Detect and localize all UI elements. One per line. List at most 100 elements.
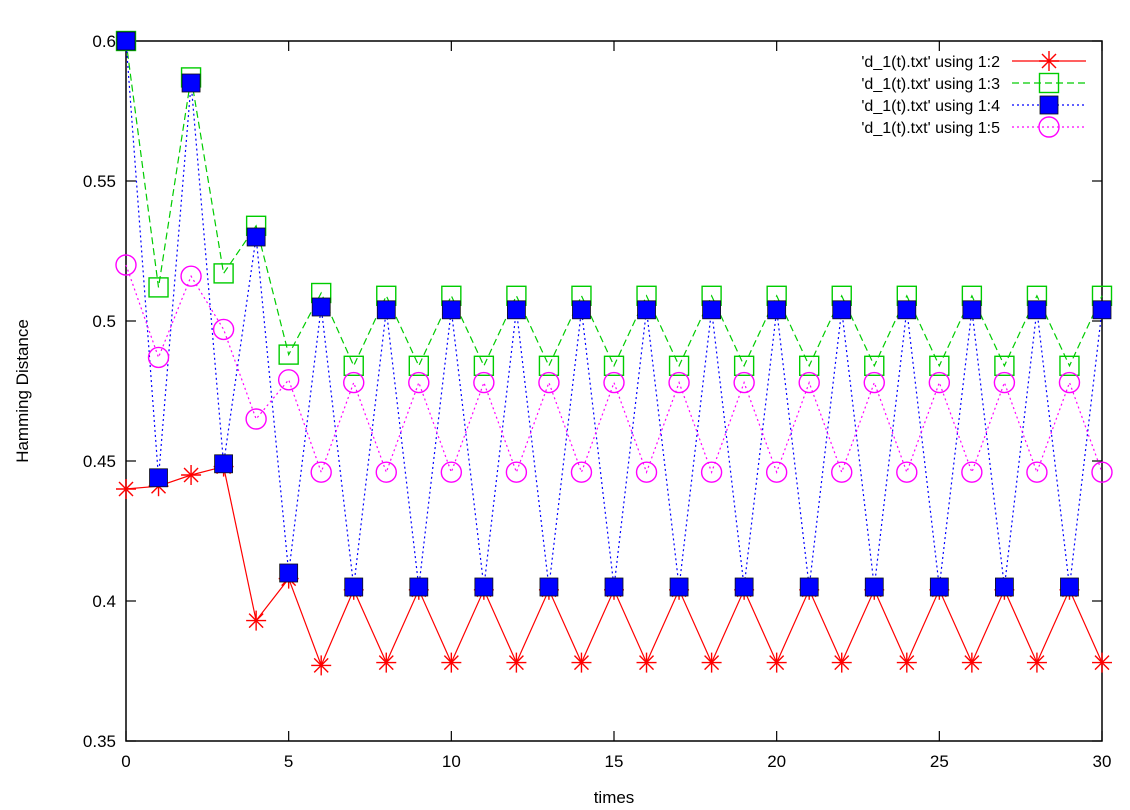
- data-point: [1092, 300, 1112, 320]
- data-point: [993, 371, 1016, 394]
- data-point: [896, 652, 917, 673]
- data-point: [603, 355, 625, 376]
- data-point: [147, 346, 170, 369]
- data-point: [1058, 371, 1081, 394]
- data-point: [1039, 95, 1059, 115]
- x-tick-label: 25: [930, 752, 949, 771]
- data-point: [635, 461, 658, 483]
- legend-label: 'd_1(t).txt' using 1:5: [861, 120, 1000, 137]
- series-1: [116, 456, 1112, 676]
- series-line: [125, 264, 1103, 474]
- data-point: [733, 371, 755, 394]
- data-point: [1060, 577, 1079, 597]
- data-point: [962, 300, 982, 320]
- data-point: [344, 577, 364, 597]
- data-point: [571, 652, 592, 673]
- data-point: [1059, 355, 1080, 376]
- legend-item: 'd_1(t).txt' using 1:3: [861, 72, 1086, 94]
- data-point: [897, 300, 917, 320]
- data-point: [701, 652, 722, 673]
- data-point: [214, 454, 234, 474]
- data-point: [799, 577, 819, 597]
- data-point: [896, 461, 918, 483]
- data-point: [506, 652, 527, 673]
- data-point: [831, 461, 853, 483]
- data-point: [636, 652, 657, 673]
- y-tick-label: 0.6: [92, 32, 116, 51]
- data-point: [474, 577, 494, 597]
- data-point: [603, 371, 625, 394]
- data-point: [733, 355, 755, 376]
- data-point: [798, 371, 820, 394]
- data-point: [473, 355, 495, 376]
- data-point: [1027, 300, 1047, 320]
- y-axis-title: Hamming Distance: [13, 319, 32, 463]
- legend-label: 'd_1(t).txt' using 1:3: [861, 76, 1000, 93]
- data-point: [408, 355, 429, 376]
- data-point: [539, 577, 559, 597]
- legend-label: 'd_1(t).txt' using 1:2: [861, 54, 1000, 71]
- data-point: [213, 263, 234, 284]
- data-point: [148, 277, 169, 298]
- data-point: [343, 355, 364, 376]
- series-2: [115, 30, 1113, 376]
- legend-item: 'd_1(t).txt' using 1:2: [861, 51, 1086, 71]
- data-point: [669, 577, 689, 597]
- data-point: [116, 31, 136, 51]
- data-point: [506, 300, 526, 320]
- data-point: [538, 355, 560, 376]
- x-tick-label: 5: [284, 752, 293, 771]
- data-point: [311, 655, 332, 676]
- data-point: [961, 461, 983, 483]
- data-point: [961, 652, 982, 673]
- data-point: [1038, 116, 1060, 138]
- plot-frame: [125, 40, 1103, 742]
- data-point: [995, 577, 1014, 597]
- data-point: [440, 461, 463, 483]
- data-point: [929, 355, 950, 376]
- series-3: [116, 31, 1112, 597]
- data-point: [181, 465, 202, 485]
- data-point: [928, 371, 951, 394]
- data-point: [668, 371, 690, 394]
- data-point: [246, 610, 267, 631]
- x-tick-label: 0: [121, 752, 130, 771]
- data-point: [799, 355, 820, 376]
- data-point: [408, 371, 430, 394]
- data-point: [212, 318, 235, 341]
- data-point: [115, 30, 137, 52]
- series-layer: [115, 30, 1113, 676]
- data-point: [115, 254, 137, 276]
- data-point: [441, 652, 462, 673]
- data-point: [767, 300, 787, 320]
- data-point: [863, 371, 885, 394]
- data-point: [832, 300, 852, 320]
- data-point: [505, 461, 528, 483]
- data-point: [994, 355, 1015, 376]
- data-point: [278, 344, 299, 365]
- data-point: [637, 300, 656, 320]
- series-line: [125, 465, 1103, 668]
- data-point: [245, 408, 267, 430]
- data-point: [765, 461, 788, 483]
- data-point: [864, 577, 884, 597]
- y-tick-label: 0.45: [83, 452, 116, 471]
- data-point: [409, 577, 429, 597]
- data-point: [1091, 461, 1113, 483]
- series-line: [125, 40, 1103, 368]
- data-point: [376, 652, 397, 673]
- data-point: [572, 300, 591, 320]
- data-point: [180, 265, 202, 287]
- y-tick-label: 0.4: [92, 592, 116, 611]
- data-point: [1092, 652, 1112, 673]
- data-point: [279, 563, 299, 583]
- x-tick-label: 10: [442, 752, 461, 771]
- legend: 'd_1(t).txt' using 1:2 'd_1(t).txt' using…: [861, 51, 1086, 138]
- legend-item: 'd_1(t).txt' using 1:5: [861, 116, 1086, 138]
- data-point: [702, 300, 721, 320]
- x-axis-title: times: [594, 788, 635, 807]
- data-point: [668, 355, 690, 376]
- data-point: [441, 300, 461, 320]
- legend-label: 'd_1(t).txt' using 1:4: [861, 98, 1000, 115]
